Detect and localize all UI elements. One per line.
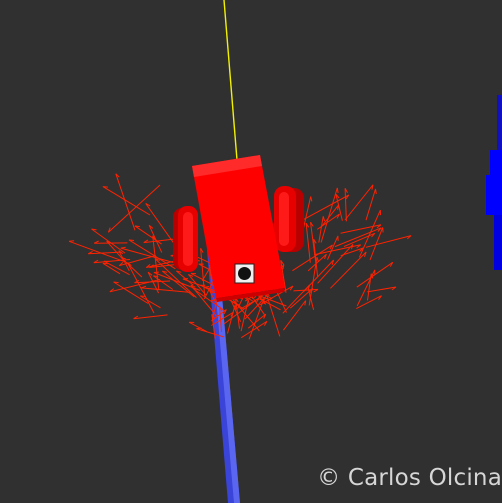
particle-arrow bbox=[344, 184, 374, 221]
particle-arrow bbox=[343, 232, 376, 248]
particle-arrow bbox=[356, 269, 376, 307]
particle-arrow bbox=[330, 251, 367, 289]
particle-arrow bbox=[148, 224, 163, 253]
particle-arrow bbox=[265, 291, 281, 337]
particle-arrow bbox=[133, 314, 168, 320]
particle-arrow bbox=[240, 297, 260, 310]
particle-arrow bbox=[211, 309, 227, 322]
robot-body bbox=[192, 155, 285, 298]
particle-arrow bbox=[305, 222, 311, 263]
particle-arrow bbox=[190, 284, 217, 317]
particle-arrow bbox=[301, 196, 313, 236]
particle-arrow bbox=[327, 235, 339, 260]
obstacle-block bbox=[486, 95, 502, 270]
particle-arrow bbox=[248, 298, 265, 340]
particle-arrow bbox=[211, 314, 216, 340]
particle-arrow bbox=[367, 286, 397, 293]
camera-lens-icon bbox=[234, 263, 255, 284]
particle-arrow bbox=[280, 260, 287, 293]
robot bbox=[173, 155, 304, 302]
particle-arrow bbox=[356, 295, 382, 310]
particle-arrow bbox=[334, 227, 382, 248]
particle-arrow bbox=[139, 295, 161, 309]
particle-arrow bbox=[308, 289, 315, 311]
path-trail bbox=[207, 250, 240, 503]
particle-arrow bbox=[316, 213, 340, 230]
particle-arrow bbox=[91, 228, 126, 254]
particle-arrow bbox=[68, 240, 125, 263]
particle-arrow bbox=[283, 300, 307, 331]
particle-arrow bbox=[143, 238, 176, 244]
particle-arrow bbox=[188, 321, 208, 333]
particle-arrow bbox=[365, 235, 412, 248]
particle-arrow bbox=[241, 320, 268, 339]
particle-arrow bbox=[240, 299, 250, 332]
particle-arrow bbox=[369, 227, 384, 261]
particle-arrow bbox=[141, 285, 191, 293]
particle-arrow bbox=[145, 258, 186, 268]
right-wheel bbox=[274, 186, 304, 252]
particle-arrow bbox=[93, 240, 128, 244]
particle-arrow bbox=[313, 244, 362, 256]
particle-arrow bbox=[93, 259, 131, 264]
particle-arrow bbox=[365, 188, 377, 221]
particle-arrow bbox=[102, 262, 121, 275]
particle-arrow bbox=[303, 259, 335, 292]
particle-arrow bbox=[307, 253, 327, 272]
particle-arrow bbox=[247, 313, 267, 329]
particle-arrow bbox=[102, 186, 151, 216]
particle-arrow bbox=[358, 209, 381, 258]
particle-arrow bbox=[126, 262, 155, 314]
particle-arrow bbox=[340, 247, 364, 257]
copyright-watermark: © Carlos Olcina bbox=[317, 465, 502, 491]
particle-arrow bbox=[259, 285, 294, 306]
particle-arrow bbox=[340, 224, 382, 234]
left-wheel bbox=[173, 206, 198, 272]
particle-arrow bbox=[161, 270, 195, 298]
particle-arrow bbox=[120, 246, 177, 264]
particle-arrow bbox=[128, 239, 176, 270]
particle-arrow bbox=[176, 270, 194, 286]
particle-arrow bbox=[260, 298, 281, 311]
particle-arrow bbox=[153, 275, 174, 290]
particle-arrow bbox=[208, 289, 219, 308]
particle-arrow bbox=[87, 250, 122, 255]
particle-arrow bbox=[200, 248, 206, 296]
particle-arrow bbox=[153, 271, 201, 291]
heading-line bbox=[223, 0, 238, 161]
particle-arrow bbox=[188, 273, 207, 296]
particle-arrow bbox=[147, 271, 160, 294]
particle-arrow bbox=[344, 188, 348, 222]
particle-arrow bbox=[300, 194, 350, 222]
particle-arrow bbox=[113, 281, 149, 304]
particle-arrow bbox=[118, 255, 156, 267]
particle-arrow bbox=[227, 304, 237, 334]
particle-arrow bbox=[293, 288, 319, 293]
particle-arrow bbox=[103, 260, 130, 276]
particle-arrow bbox=[318, 216, 326, 243]
particle-arrow bbox=[107, 184, 161, 233]
particle-arrow bbox=[317, 243, 354, 284]
particle-arrow bbox=[109, 279, 161, 293]
particle-arrow bbox=[145, 203, 175, 244]
particle-arrow bbox=[292, 244, 333, 272]
particle-arrow bbox=[320, 187, 339, 243]
particle-arrow bbox=[356, 261, 394, 288]
particle-arrow bbox=[154, 258, 197, 298]
particle-arrow bbox=[115, 173, 136, 231]
particle-arrow bbox=[310, 221, 317, 266]
